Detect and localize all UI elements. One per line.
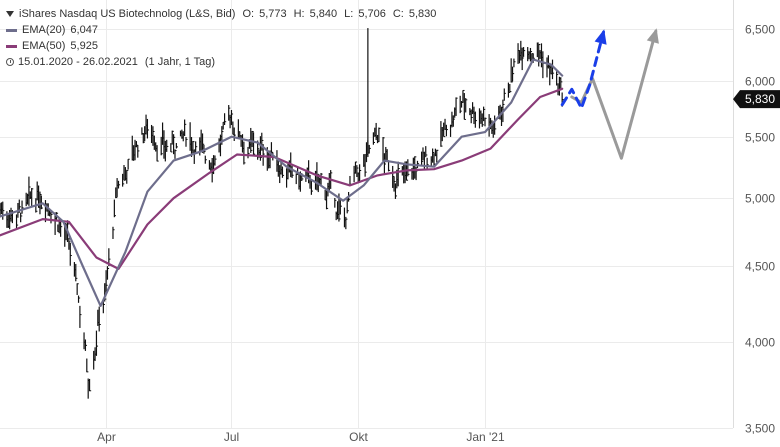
legend-ema50-row: EMA(50) 5,925 (6, 38, 436, 54)
close-value: 5,830 (408, 8, 437, 20)
y-tick-label: 3,500 (745, 422, 775, 436)
ema50-line (0, 87, 564, 270)
collapse-arrow-icon[interactable] (6, 11, 14, 17)
ema20-value: 6,047 (70, 24, 98, 36)
axis-layer: 3,500 4,000 4,500 5,000 5,500 6,000 6,500 Apr Ju… (97, 0, 780, 447)
ema20-label: EMA(20) (22, 24, 66, 36)
ema50-swatch (6, 44, 17, 48)
forecast-blue-arrowhead (594, 29, 607, 45)
x-tick-label: Apr (97, 430, 116, 444)
ema20-line (0, 58, 564, 307)
current-price-tag (733, 90, 780, 109)
low-label: L: (344, 8, 354, 20)
clock-icon (6, 58, 14, 66)
series-layer (0, 28, 659, 399)
low-value: 5,706 (358, 8, 386, 20)
y-tick-label: 4,000 (745, 336, 775, 350)
legend-ema20-row: EMA(20) 6,047 (6, 22, 436, 38)
ema50-label: EMA(50) (22, 40, 66, 52)
y-tick-label: 6,500 (745, 23, 775, 37)
grid-lines (0, 0, 733, 429)
open-label: O: (242, 8, 255, 20)
period-label: (1 Jahr, 1 Tag) (144, 56, 216, 68)
date-range: 15.01.2020 - 26.02.2021 (18, 56, 138, 68)
forecast-grey-line (570, 29, 658, 160)
x-tick-label: Okt (349, 430, 368, 444)
x-tick-label: Jul (224, 430, 239, 444)
current-price-label: 5,830 (745, 92, 775, 106)
legend-range-row: 15.01.2020 - 26.02.2021 (1 Jahr, 1 Tag) (6, 54, 436, 70)
open-value: 5,773 (259, 8, 287, 20)
legend: iShares Nasdaq US Biotechnolog (L&S, Bid… (6, 6, 436, 70)
high-label: H: (293, 8, 305, 20)
ema50-value: 5,925 (70, 40, 98, 52)
x-tick-label: Jan '21 (466, 430, 505, 444)
y-axis-background (733, 0, 780, 447)
ema20-swatch (6, 28, 17, 32)
instrument-name: iShares Nasdaq US Biotechnolog (L&S, Bid… (19, 8, 236, 20)
y-tick-label: 5,500 (745, 131, 775, 145)
close-label: C: (392, 8, 404, 20)
y-tick-label: 5,000 (745, 192, 775, 206)
high-value: 5,840 (309, 8, 338, 20)
y-tick-label: 6,000 (745, 75, 775, 89)
y-tick-label: 4,500 (745, 260, 775, 274)
forecast-grey-arrowhead (646, 28, 659, 44)
legend-instrument-row: iShares Nasdaq US Biotechnolog (L&S, Bid… (6, 6, 436, 22)
